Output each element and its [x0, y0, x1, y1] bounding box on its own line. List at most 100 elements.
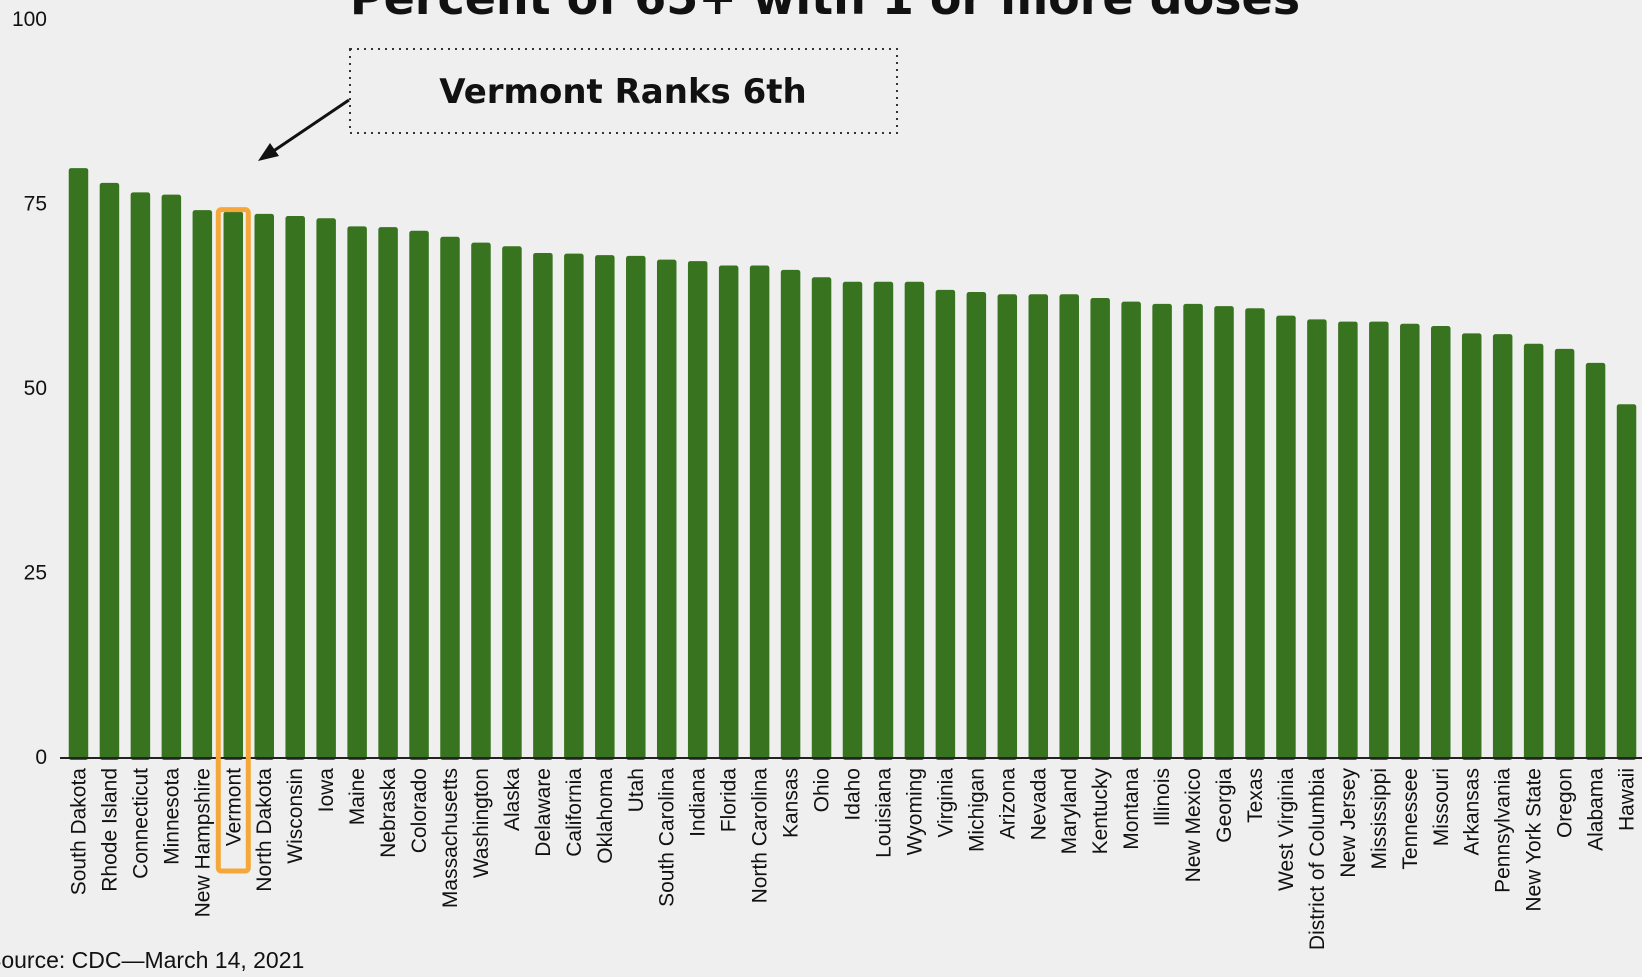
- bar: [1523, 343, 1544, 760]
- x-tick-label: Nevada: [1027, 768, 1050, 841]
- x-tick-label: Arkansas: [1461, 768, 1484, 856]
- x-tick-label: Utah: [625, 768, 648, 812]
- bar: [564, 253, 584, 760]
- y-tick-label: 50: [24, 377, 47, 400]
- bar: [656, 259, 677, 760]
- x-tick-label: Pennsylvania: [1492, 768, 1515, 893]
- bar: [1028, 294, 1049, 760]
- bar: [873, 281, 894, 760]
- x-tick-label: Hawaii: [1616, 768, 1639, 831]
- bar: [1461, 333, 1482, 760]
- x-tick-label: New York State: [1523, 768, 1546, 912]
- bar: [1431, 326, 1451, 760]
- x-tick-label: Montana: [1120, 768, 1143, 850]
- x-tick-label: Kentucky: [1089, 768, 1112, 855]
- x-tick-label: Washington: [470, 768, 493, 878]
- x-tick-label: Florida: [718, 768, 741, 833]
- bar: [1121, 301, 1141, 760]
- annotation-box: [349, 48, 898, 134]
- x-tick-label: Oregon: [1554, 768, 1577, 838]
- x-tick-label: Minnesota: [160, 768, 183, 865]
- bar: [285, 216, 305, 760]
- x-tick-label: New Mexico: [1182, 768, 1205, 882]
- x-tick-label: Wisconsin: [284, 768, 307, 864]
- bar: [1554, 348, 1575, 760]
- y-tick-label: 25: [24, 562, 47, 585]
- annotation-arrow-shaft: [271, 98, 350, 154]
- x-tick-label: Delaware: [532, 768, 555, 857]
- x-tick-label: Massachusetts: [439, 768, 462, 908]
- bar: [687, 261, 708, 760]
- x-tick-label: Nebraska: [377, 768, 400, 858]
- x-tick-label: Indiana: [687, 768, 710, 837]
- x-tick-label: Oklahoma: [594, 768, 617, 864]
- x-tick-label: Texas: [1244, 768, 1267, 823]
- bar: [1307, 319, 1327, 760]
- bar: [1059, 294, 1079, 760]
- x-tick-label: Virginia: [934, 768, 957, 838]
- annotation-text: Vermont Ranks 6th: [439, 72, 807, 112]
- x-tick-label: District of Columbia: [1306, 768, 1329, 950]
- x-tick-label: Alaska: [501, 768, 524, 831]
- x-tick-label: Kansas: [780, 768, 803, 838]
- bar: [409, 230, 429, 760]
- x-tick-label: Alabama: [1585, 768, 1608, 851]
- x-tick-label: Connecticut: [129, 768, 152, 879]
- x-tick-label: Vermont: [222, 768, 245, 846]
- annotation: Vermont Ranks 6th: [258, 48, 898, 161]
- bar: [316, 218, 336, 760]
- bar: [1338, 321, 1358, 760]
- bar: [749, 265, 770, 760]
- bar: [1616, 404, 1637, 760]
- bar: [192, 210, 213, 761]
- bar: [1090, 297, 1110, 760]
- x-tick-label: Illinois: [1151, 768, 1174, 826]
- x-tick-label: Wyoming: [903, 768, 926, 855]
- bar: [440, 236, 460, 760]
- annotation-arrow-head: [258, 143, 279, 161]
- bar: [626, 255, 646, 760]
- x-tick-label: New Jersey: [1337, 768, 1360, 878]
- bar: [68, 168, 89, 761]
- bar: [1400, 323, 1420, 760]
- bar-series: [68, 168, 1637, 761]
- bar: [842, 281, 863, 760]
- x-tick-label: Tennessee: [1399, 768, 1422, 870]
- x-tick-label: New Hampshire: [191, 768, 214, 917]
- bar: [997, 294, 1018, 760]
- y-axis: 0 25 50 75 100: [12, 8, 47, 769]
- x-tick-label: Michigan: [965, 768, 988, 852]
- bar: [502, 246, 522, 760]
- bar: [1276, 315, 1296, 760]
- x-tick-label: North Dakota: [253, 768, 276, 892]
- x-tick-label: Ohio: [811, 768, 834, 812]
- bar: [1245, 308, 1265, 760]
- bar: [471, 242, 491, 760]
- x-tick-label: Georgia: [1213, 768, 1236, 843]
- bar: [347, 226, 367, 761]
- bar: [1214, 306, 1234, 760]
- bar: [161, 194, 182, 761]
- x-tick-label: Iowa: [315, 768, 338, 813]
- bar: [254, 213, 274, 760]
- x-axis-labels: South Dakota Rhode Island Connecticut Minne…: [67, 768, 1638, 951]
- x-tick-label: South Carolina: [656, 768, 679, 907]
- y-tick-label: 75: [24, 193, 47, 216]
- x-tick-label: North Carolina: [749, 768, 772, 904]
- bar: [99, 182, 120, 760]
- x-tick-label: California: [563, 768, 586, 857]
- bar: [130, 192, 151, 760]
- bar: [533, 252, 553, 761]
- x-tick-label: West Virginia: [1275, 768, 1298, 891]
- chart-title: Percent of 65+ with 1 or more doses: [350, 0, 1300, 25]
- x-tick-label: Colorado: [408, 768, 431, 853]
- x-tick-label: Missouri: [1430, 768, 1453, 846]
- x-tick-label: Arizona: [996, 768, 1019, 840]
- x-tick-label: Louisiana: [872, 768, 895, 858]
- bar: [718, 265, 739, 760]
- x-tick-label: Rhode Island: [98, 768, 121, 892]
- x-tick-label: Maryland: [1058, 768, 1081, 854]
- bar: [1152, 303, 1172, 760]
- y-tick-label: 100: [12, 8, 47, 31]
